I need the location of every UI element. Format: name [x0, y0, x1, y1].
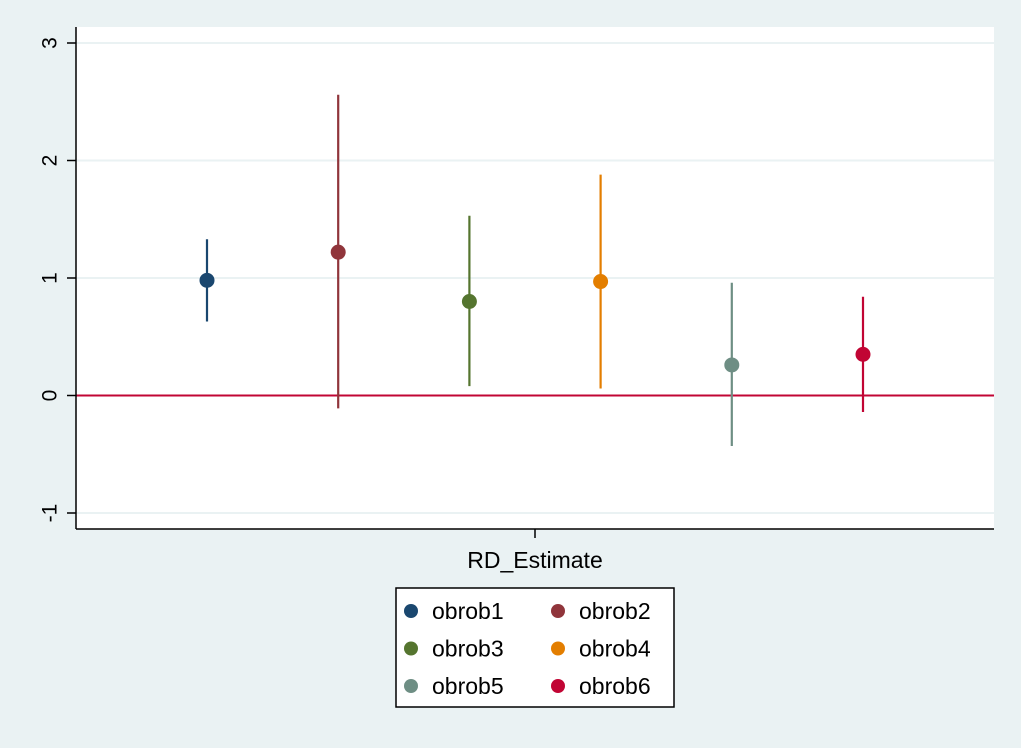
point-obrob5	[724, 357, 740, 373]
y-tick-label: -1	[39, 504, 62, 523]
point-obrob4	[593, 274, 609, 290]
legend: obrob1 obrob2 obrob3 obrob4 obrob5 obrob6	[395, 587, 675, 708]
x-category-label: RD_Estimate	[467, 547, 602, 573]
legend-marker-obrob6	[551, 679, 565, 693]
point-obrob6	[855, 346, 871, 362]
point-obrob1	[199, 272, 215, 288]
legend-marker-obrob4	[551, 641, 565, 656]
legend-label-obrob5: obrob5	[432, 673, 504, 699]
legend-label-obrob1: obrob1	[432, 598, 504, 624]
y-tick-label: 2	[39, 155, 62, 167]
legend-box	[395, 587, 675, 708]
legend-marker-obrob3	[404, 641, 418, 656]
y-tick-label: 3	[39, 37, 62, 49]
legend-marker-obrob5	[404, 679, 418, 693]
y-tick-label: 0	[39, 390, 62, 402]
y-axis-ticks: -1 0 1 2 3	[39, 37, 76, 523]
legend-label-obrob2: obrob2	[579, 598, 651, 624]
legend-marker-obrob1	[404, 604, 418, 618]
legend-label-obrob3: obrob3	[432, 636, 504, 662]
legend-label-obrob4: obrob4	[579, 636, 651, 662]
legend-items: obrob1 obrob2 obrob3 obrob4 obrob5 obrob6	[404, 598, 651, 699]
y-tick-label: 1	[39, 272, 62, 284]
point-estimates	[199, 244, 871, 373]
point-obrob3	[461, 294, 477, 309]
legend-marker-obrob2	[551, 604, 565, 618]
point-obrob2	[330, 244, 346, 260]
legend-label-obrob6: obrob6	[579, 673, 651, 699]
